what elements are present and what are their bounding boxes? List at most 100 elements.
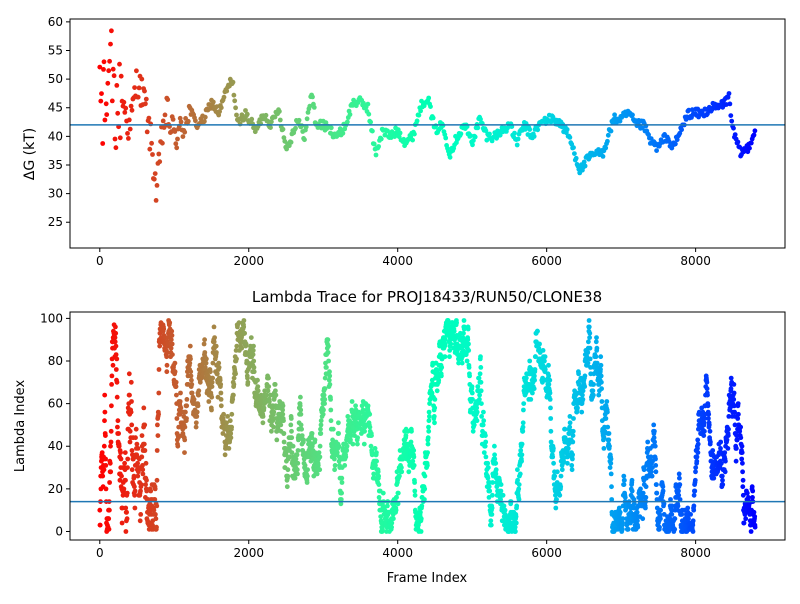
delta-g-point (156, 151, 162, 157)
lambda-point (576, 382, 582, 387)
lambda-point (691, 507, 697, 513)
lambda-point (622, 495, 628, 500)
lambda-point (278, 422, 284, 428)
lambda-point (124, 509, 129, 515)
lambda-point (124, 490, 130, 496)
lambda-point (113, 343, 119, 349)
lambda-point (328, 407, 334, 413)
delta-g-point (103, 101, 109, 107)
lambda-point (425, 435, 431, 441)
lambda-point (128, 409, 134, 415)
lambda-point (288, 416, 294, 421)
lambda-point (586, 339, 591, 345)
delta-g-point (497, 132, 503, 138)
lambda-point (567, 414, 573, 419)
lambda-y-axis-label: Lambda Index (13, 380, 28, 473)
lambda-point (211, 324, 217, 330)
lambda-point (425, 463, 430, 468)
lambda-point (565, 460, 570, 466)
delta-g-point (673, 141, 678, 147)
lambda-point (631, 497, 637, 502)
lambda-point (515, 467, 520, 473)
lambda-point (211, 339, 217, 345)
lambda-point (728, 375, 734, 381)
lambda-point (189, 377, 194, 383)
delta-g-point (370, 128, 375, 134)
lambda-point (469, 384, 475, 389)
lambda-point (154, 448, 160, 453)
lambda-point (332, 467, 337, 473)
lambda-point (739, 443, 745, 449)
lambda-point (502, 507, 508, 513)
lambda-point (97, 522, 103, 528)
delta-g-point (114, 83, 120, 88)
lambda-point (129, 422, 135, 428)
delta-g-point (143, 96, 149, 102)
delta-g-point (732, 132, 738, 138)
lambda-point (233, 371, 239, 377)
lambda-point (228, 431, 234, 436)
lambda-point (516, 482, 522, 487)
lambda-point (339, 480, 345, 485)
lambda-point (723, 458, 728, 464)
lambda-point (587, 335, 592, 340)
lambda-point (336, 420, 341, 426)
lambda-point (168, 345, 174, 351)
lambda-point (695, 437, 701, 443)
lambda-point (552, 473, 558, 479)
lambda-point (426, 409, 432, 415)
lambda-point (621, 482, 627, 487)
delta-g-point (172, 129, 178, 134)
lambda-point (515, 477, 520, 483)
delta-g-point (748, 140, 754, 146)
lambda-point (701, 433, 707, 438)
delta-g-point (299, 123, 305, 129)
lambda-point (570, 456, 575, 462)
lambda-point (569, 467, 575, 473)
lambda-point (336, 431, 341, 436)
delta-g-point (249, 116, 255, 122)
lambda-point (301, 437, 306, 443)
lambda-point (273, 392, 279, 398)
lambda-point (513, 514, 519, 519)
lambda-point (677, 475, 682, 481)
lambda-point (720, 477, 725, 483)
delta-g-point (686, 107, 692, 113)
lambda-point (294, 452, 300, 458)
lambda-point (477, 392, 482, 398)
lambda-point (148, 488, 154, 494)
lambda-point (210, 360, 216, 366)
lambda-point (422, 473, 428, 479)
lambda-point (117, 477, 123, 483)
lambda-point (255, 377, 260, 383)
lambda-point (694, 454, 700, 460)
lambda-point (264, 392, 270, 398)
lambda-point (305, 467, 310, 473)
lambda-point (677, 497, 683, 502)
lambda-point (425, 450, 430, 455)
lambda-point (442, 341, 448, 347)
lambda-point (394, 495, 399, 500)
lambda-point (187, 360, 193, 366)
lambda-point (344, 448, 350, 453)
lambda-point (182, 450, 187, 455)
lambda-point (274, 437, 280, 443)
delta-g-y-tick-label: 60 (48, 15, 63, 29)
lambda-point (708, 439, 713, 445)
lambda-point (194, 414, 200, 419)
lambda-point (125, 465, 130, 470)
lambda-point (469, 390, 475, 396)
lambda-point (432, 397, 438, 402)
delta-g-point (731, 125, 736, 131)
lambda-point (115, 424, 120, 430)
delta-g-point (410, 137, 415, 143)
lambda-point (328, 397, 333, 402)
lambda-point (132, 488, 138, 494)
lambda-point (260, 420, 266, 426)
delta-g-point (347, 112, 353, 117)
delta-g-y-tick-label: 30 (48, 187, 63, 201)
lambda-point (223, 441, 229, 447)
lambda-point (298, 407, 304, 413)
lambda-point (298, 394, 303, 400)
